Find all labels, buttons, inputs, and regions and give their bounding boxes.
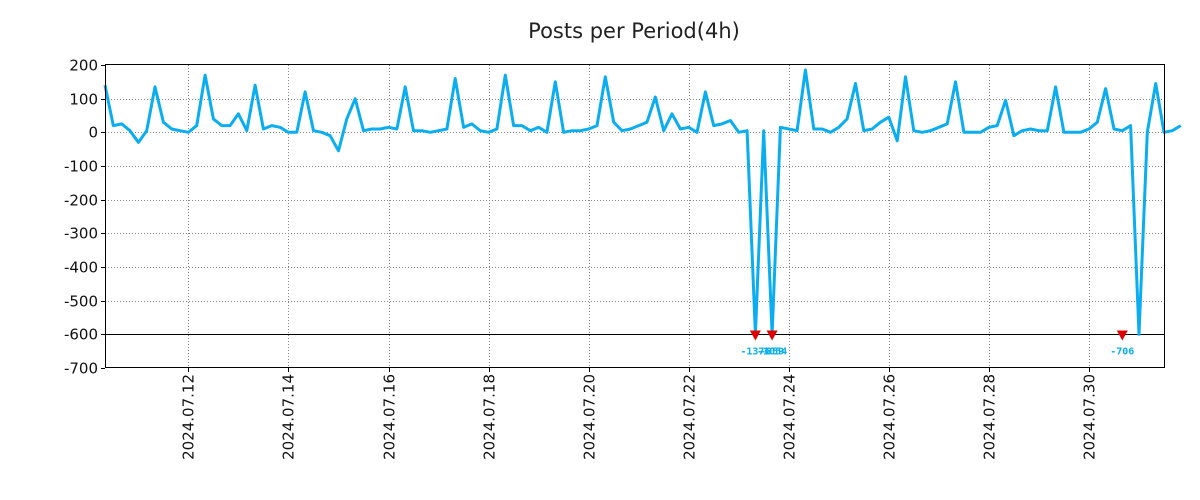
clipped-marker <box>766 330 778 341</box>
x-axis: 2024.07.12 2024.07.14 2024.07.16 2024.07.18… <box>180 368 1099 460</box>
x-tick-label: 2024.07.22 <box>681 374 699 460</box>
clipped-value-label: -1376 <box>740 347 770 358</box>
plot-frame <box>105 64 1165 368</box>
clipped-markers <box>749 330 1128 341</box>
y-tick-label: -300 <box>64 225 98 243</box>
x-tick-label: 2024.07.14 <box>280 374 298 460</box>
x-tick-label: 2024.07.18 <box>481 374 499 460</box>
y-tick-label: 0 <box>88 124 98 142</box>
y-tick-label: -600 <box>64 326 98 344</box>
y-tick-label: -200 <box>64 192 98 210</box>
clipped-value-label: -706 <box>1110 347 1134 358</box>
y-tick-label: -100 <box>64 158 98 176</box>
y-tick-label: 200 <box>69 57 98 75</box>
x-tick-label: 2024.07.28 <box>981 374 999 460</box>
x-tick-label: 2024.07.24 <box>781 374 799 460</box>
series-layer <box>103 68 1182 336</box>
y-tick-label: 100 <box>69 91 98 109</box>
clipped-marker <box>749 330 761 341</box>
series-line-posts <box>103 68 1182 336</box>
y-tick-label: -700 <box>64 360 98 378</box>
x-tick-label: 2024.07.20 <box>581 374 599 460</box>
clipped-annotations: -1376-1054-859 -706 <box>740 347 1134 358</box>
x-tick-label: 2024.07.16 <box>381 374 399 460</box>
y-axis: 200 100 0 -100 -200 -300 -400 -500 -600 -700 <box>64 57 105 378</box>
x-tick-label: 2024.07.30 <box>1081 374 1099 460</box>
clipped-marker <box>1116 330 1128 341</box>
y-tick-label: -500 <box>64 293 98 311</box>
clipped-value-label: -1054 <box>757 347 787 358</box>
y-tick-label: -400 <box>64 259 98 277</box>
x-tick-label: 2024.07.12 <box>180 374 198 460</box>
x-tick-label: 2024.07.26 <box>881 374 899 460</box>
clipped-value-label: -859 <box>760 347 784 358</box>
chart-title: Posts per Period(4h) <box>528 19 740 43</box>
